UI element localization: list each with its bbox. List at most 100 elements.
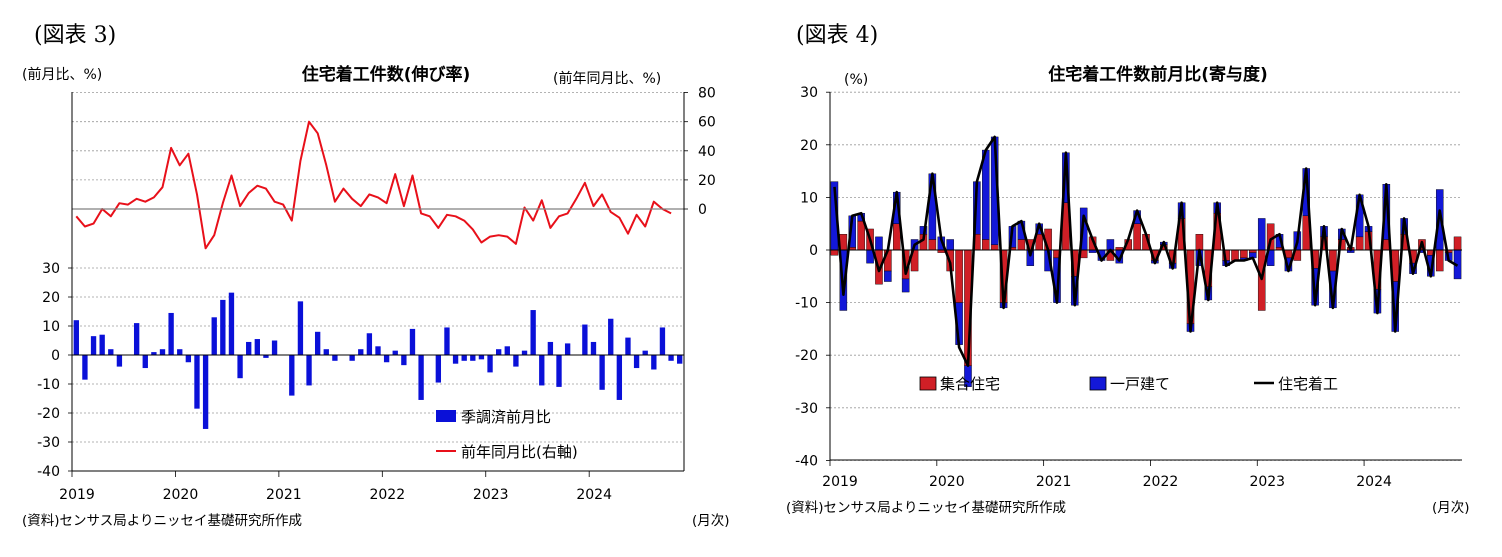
multi-family-bar xyxy=(1355,236,1364,251)
bar xyxy=(82,355,88,380)
bar xyxy=(108,349,114,355)
y-tick-label: 0 xyxy=(809,243,818,259)
multi-family-bar xyxy=(1329,249,1337,272)
legend-single-swatch xyxy=(1089,376,1107,391)
single-family-bar xyxy=(884,270,892,282)
bar xyxy=(556,355,562,387)
left-tick-label: 30 xyxy=(42,261,60,277)
left-tick-label: -10 xyxy=(37,377,60,393)
multi-family-bar xyxy=(1453,236,1462,251)
bar xyxy=(513,355,519,367)
left-tick-label: -40 xyxy=(37,464,60,480)
single-family-bar xyxy=(1257,218,1266,251)
right-tick-label: 40 xyxy=(698,144,716,160)
figure-3-label: (図表 3) xyxy=(34,23,116,48)
multi-family-bar xyxy=(1195,234,1204,251)
multi-family-bar xyxy=(1435,249,1444,272)
bar xyxy=(383,355,390,363)
figure-3: (図表 3) 住宅着工件数(伸び率) (前月比、%) (前年同月比、%) 30 2… xyxy=(22,23,730,529)
figure-3-title: 住宅着工件数(伸び率) xyxy=(302,64,471,85)
multi-family-bar xyxy=(839,234,848,251)
bar xyxy=(651,355,657,370)
bar xyxy=(496,349,502,355)
bar xyxy=(90,336,97,355)
y-tick-label: 30 xyxy=(800,85,818,101)
figure-4-source: (資料)センサス局よりニッセイ基礎研究所作成 xyxy=(786,499,1066,516)
bar xyxy=(220,299,226,355)
bar xyxy=(73,320,79,355)
bar xyxy=(177,349,183,355)
bar xyxy=(332,355,338,361)
axes xyxy=(68,92,688,477)
left-tick-label: -30 xyxy=(37,435,60,451)
bar xyxy=(151,352,157,355)
bar xyxy=(418,355,424,400)
bar xyxy=(444,327,450,355)
bar xyxy=(185,355,192,363)
figure-3-month-label: (月次) xyxy=(692,513,730,529)
left-tick-label: 10 xyxy=(42,319,60,335)
y-tick-label: -20 xyxy=(795,348,818,364)
bar xyxy=(202,355,209,429)
left-tick-label: 20 xyxy=(42,290,60,306)
bar xyxy=(401,355,407,366)
bar xyxy=(366,333,373,355)
bar xyxy=(564,343,571,355)
legend-single-label: 一戸建て xyxy=(1110,375,1170,393)
left-tick-label: 0 xyxy=(51,348,60,364)
legend-bar-swatch xyxy=(436,410,456,422)
multi-family-bar xyxy=(1257,249,1266,311)
y-tick-label: 10 xyxy=(800,190,818,206)
legend-total-label: 住宅着工 xyxy=(1278,375,1338,393)
grid xyxy=(72,92,684,472)
grid xyxy=(830,91,1462,461)
bar xyxy=(289,355,295,396)
x-tick-label: 2020 xyxy=(929,474,965,490)
bar xyxy=(246,341,252,355)
legend: 集合住宅 一戸建て 住宅着工 xyxy=(919,375,1338,393)
bar xyxy=(263,355,269,358)
x-tick-label: 2024 xyxy=(1356,474,1392,490)
stacked-bar-series xyxy=(830,136,1462,387)
bar xyxy=(470,355,476,361)
bar xyxy=(452,355,459,364)
bar xyxy=(530,310,536,355)
right-tick-label: 20 xyxy=(698,173,716,189)
bar xyxy=(358,349,364,355)
bar xyxy=(297,301,304,355)
bar xyxy=(435,355,442,383)
figure-4-label: (図表 4) xyxy=(796,23,878,48)
multi-family-bar xyxy=(1017,239,1026,251)
bar xyxy=(392,350,398,355)
figure-4: (図表 4) 住宅着工件数前月比(寄与度) (%) 30 20 10 0 -10 -20 -… xyxy=(786,23,1470,516)
legend-multi-label: 集合住宅 xyxy=(940,375,1000,393)
bar xyxy=(668,355,674,361)
bar xyxy=(642,350,648,355)
bar xyxy=(142,355,148,369)
bar xyxy=(677,355,683,364)
bar xyxy=(254,339,260,355)
bar-series-mom xyxy=(73,292,683,429)
x-tick-label: 2021 xyxy=(1036,474,1072,490)
y-tick-label: -30 xyxy=(795,401,818,417)
x-tick-label: 2022 xyxy=(1143,474,1179,490)
axes xyxy=(826,91,1462,466)
total-line xyxy=(833,135,1459,368)
x-tick-label: 2019 xyxy=(822,474,858,490)
right-tick-label: 0 xyxy=(698,202,707,218)
legend-bar-label: 季調済前月比 xyxy=(461,408,551,426)
bar xyxy=(409,328,416,355)
bar xyxy=(547,341,554,355)
multi-family-bar xyxy=(893,223,901,251)
bar xyxy=(306,355,312,386)
y-axis-unit: (%) xyxy=(844,72,868,88)
bar xyxy=(478,355,485,360)
single-family-bar xyxy=(875,236,883,251)
x-tick-label: 2019 xyxy=(59,487,95,503)
multi-family-bar xyxy=(982,239,990,251)
bar xyxy=(590,341,597,355)
bar xyxy=(582,324,588,355)
bar xyxy=(99,334,105,355)
